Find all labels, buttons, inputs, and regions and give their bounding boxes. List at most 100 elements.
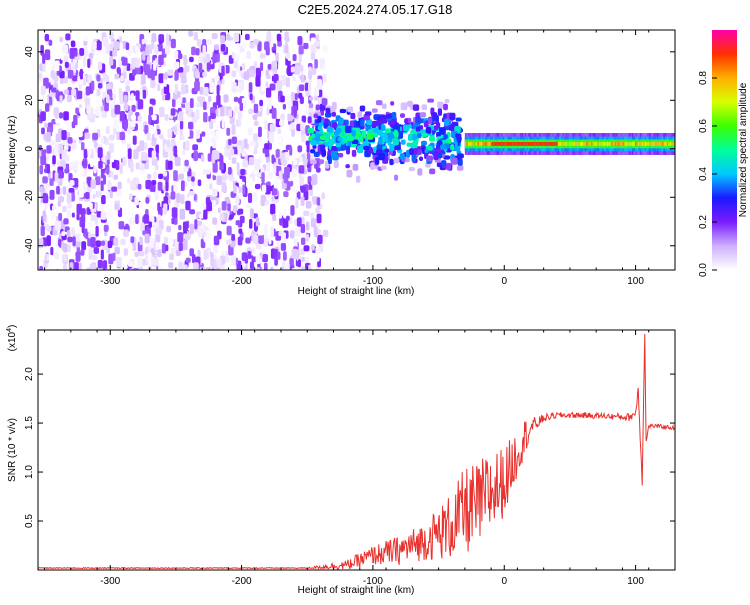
heatmap-cell	[79, 107, 83, 115]
x-tick-label: 100	[627, 576, 644, 587]
heatmap-cell	[352, 163, 359, 171]
heatmap-cell	[270, 266, 274, 270]
heatmap-cell	[232, 204, 238, 214]
heatmap-cell	[148, 106, 154, 116]
heatmap-cell	[413, 148, 418, 155]
heatmap-cell	[284, 44, 289, 54]
heatmap-cell	[322, 64, 327, 72]
heatmap-cell	[84, 228, 88, 239]
heatmap-cell	[424, 148, 429, 154]
heatmap-cell	[137, 99, 144, 110]
heatmap-cell	[213, 242, 219, 253]
heatmap-cell	[265, 81, 269, 88]
heatmap-cell	[249, 218, 253, 229]
heatmap-cell	[214, 75, 220, 81]
heatmap-cell	[151, 180, 157, 186]
heatmap-cell	[173, 216, 178, 225]
heatmap-cell	[269, 83, 276, 91]
heatmap-cell	[141, 73, 146, 85]
heatmap-cell	[115, 160, 120, 171]
heatmap-cell	[59, 70, 65, 79]
heatmap-cell	[455, 133, 462, 139]
heatmap-cell	[314, 133, 322, 142]
heatmap-cell	[48, 39, 53, 46]
heatmap-cell	[377, 130, 383, 136]
heatmap-cell	[355, 175, 361, 183]
heatmap-cell	[307, 116, 312, 124]
heatmap-cell	[211, 199, 216, 208]
heatmap-cell	[294, 93, 298, 101]
heatmap-cell	[46, 145, 52, 154]
heatmap-cell	[74, 262, 79, 270]
heatmap-cell	[63, 218, 69, 225]
heatmap-cell	[284, 166, 290, 176]
heatmap-cell	[140, 222, 145, 232]
heatmap-cell	[326, 126, 333, 133]
y-tick-label: 2.0	[24, 367, 35, 381]
heatmap-cell	[109, 143, 114, 153]
heatmap-cell	[83, 40, 88, 46]
heatmap-cell	[114, 203, 119, 210]
heatmap-cell	[114, 73, 120, 80]
heatmap-cell	[290, 66, 295, 73]
heatmap-cell	[169, 253, 174, 261]
heatmap-cell	[220, 35, 226, 44]
heatmap-cell	[228, 244, 234, 256]
heatmap-cell	[310, 37, 317, 43]
heatmap-cell	[265, 87, 272, 98]
heatmap-cell	[170, 191, 176, 200]
heatmap-cell	[54, 112, 59, 119]
heatmap-cell	[374, 120, 382, 125]
y-tick-label: -40	[24, 238, 35, 253]
heatmap-cell	[87, 74, 93, 85]
heatmap-cell	[62, 253, 68, 263]
heatmap-cell	[254, 159, 261, 171]
heatmap-cell	[376, 144, 383, 150]
heatmap-cell	[157, 44, 163, 52]
heatmap-cell	[241, 97, 247, 109]
heatmap-cell	[114, 104, 121, 115]
heatmap-cell	[177, 53, 183, 60]
heatmap-cell	[312, 197, 317, 205]
heatmap-cell	[210, 252, 214, 258]
heatmap-cell	[273, 248, 279, 257]
heatmap-cell	[322, 73, 327, 83]
heatmap-cell	[151, 71, 155, 81]
heatmap-cell	[262, 81, 266, 91]
heatmap-cell	[60, 52, 66, 61]
heatmap-cell	[307, 127, 315, 134]
heatmap-cell	[88, 231, 92, 239]
heatmap-cell	[293, 108, 297, 118]
heatmap-cell	[178, 242, 183, 252]
heatmap-cell	[173, 145, 178, 157]
heatmap-cell	[233, 96, 239, 103]
snr-y-label: SNR (10 * v/v)	[7, 418, 18, 482]
heatmap-cell	[90, 237, 96, 248]
heatmap-cell	[304, 104, 310, 116]
heatmap-cell	[440, 144, 446, 150]
heatmap-cell	[173, 61, 180, 69]
heatmap-cell	[184, 128, 190, 138]
heatmap-cell	[65, 118, 69, 127]
heatmap-cell	[63, 111, 69, 121]
heatmap-cell	[120, 238, 126, 246]
heatmap-cell	[385, 113, 392, 119]
heatmap-cell	[153, 170, 157, 181]
heatmap-cell	[267, 63, 272, 70]
heatmap-cell	[119, 131, 126, 141]
heatmap-cell	[344, 125, 352, 133]
heatmap-cell	[263, 231, 268, 239]
heatmap-cell	[167, 160, 173, 170]
heatmap-cell	[164, 114, 169, 121]
heatmap-cell	[114, 246, 120, 255]
heatmap-cell	[417, 168, 423, 176]
heatmap-cell	[380, 165, 387, 170]
heatmap-cell	[450, 157, 458, 165]
heatmap-cell	[176, 91, 181, 98]
heatmap-cell	[252, 114, 257, 120]
heatmap-cell	[154, 46, 159, 55]
heatmap-cell	[321, 98, 328, 106]
heatmap-cell	[205, 252, 209, 259]
snr-x-axis: -300 -200 -100 0 100	[44, 330, 676, 587]
